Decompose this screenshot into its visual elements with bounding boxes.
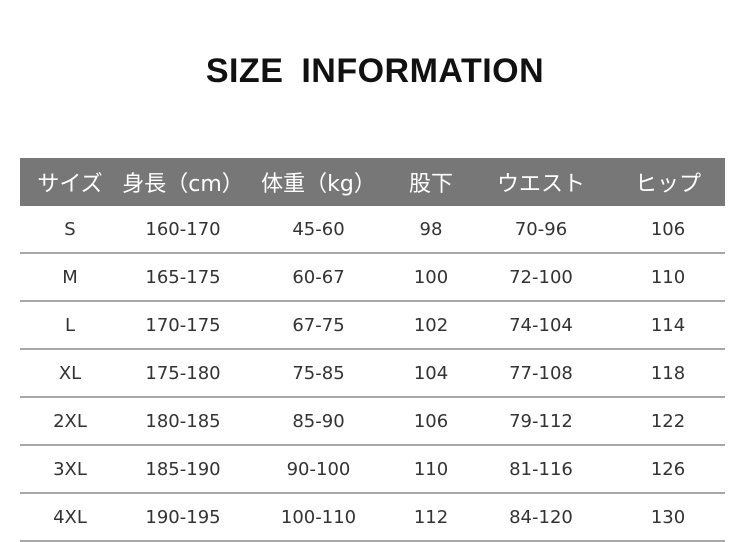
table-cell: 170-175 (145, 314, 221, 336)
table-cell: 114 (650, 314, 686, 336)
table-cell: 79-112 (509, 410, 573, 432)
table-row: XL 175-180 75-85 104 77-108 118 (20, 350, 725, 398)
table-cell: 45-60 (292, 218, 345, 240)
table-row: S 160-170 45-60 98 70-96 106 (20, 206, 725, 254)
table-cell: 118 (650, 362, 686, 384)
table-cell: 190-195 (145, 506, 221, 528)
table-cell: 160-170 (145, 218, 221, 240)
table-cell: S (64, 218, 76, 240)
table-cell: 75-85 (292, 362, 345, 384)
table-cell: 100 (413, 266, 449, 288)
table-cell: 106 (650, 218, 686, 240)
table-cell: 130 (650, 506, 686, 528)
table-cell: 110 (413, 458, 449, 480)
table-cell: 90-100 (286, 458, 351, 480)
table-row: 4XL 190-195 100-110 112 84-120 130 (20, 494, 725, 542)
column-header: ヒップ (634, 172, 701, 197)
table-cell: L (64, 314, 76, 336)
table-cell: 72-100 (509, 266, 573, 288)
column-header: ウエスト (496, 172, 585, 197)
table-cell: 77-108 (509, 362, 573, 384)
table-row: 3XL 185-190 90-100 110 81-116 126 (20, 446, 725, 494)
table-cell: 104 (413, 362, 449, 384)
table-cell: 3XL (53, 458, 87, 480)
table-cell: 98 (419, 218, 443, 240)
table-cell: 112 (413, 506, 449, 528)
table-header: サイズ 身長（cm） 体重（kg） 股下 ウエスト ヒップ (20, 158, 725, 206)
table-cell: 110 (650, 266, 686, 288)
table-cell: 74-104 (509, 314, 573, 336)
table-cell: 106 (413, 410, 449, 432)
table-row: L 170-175 67-75 102 74-104 114 (20, 302, 725, 350)
table-row: 2XL 180-185 85-90 106 79-112 122 (20, 398, 725, 446)
size-table: サイズ 身長（cm） 体重（kg） 股下 ウエスト ヒップ S 160-170 45-60 98… (20, 158, 725, 542)
table-cell: 126 (650, 458, 686, 480)
table-cell: XL (58, 362, 82, 384)
table-cell: 185-190 (145, 458, 221, 480)
column-header: サイズ (37, 172, 103, 197)
table-cell: 81-116 (509, 458, 573, 480)
column-header: 股下 (408, 172, 453, 197)
column-header: 体重（kg） (261, 172, 376, 197)
table-cell: 165-175 (145, 266, 221, 288)
page-title: SIZE INFORMATION (205, 52, 545, 90)
table-cell: 4XL (53, 506, 87, 528)
table-cell: 70-96 (514, 218, 568, 240)
table-cell: 67-75 (292, 314, 345, 336)
table-cell: 2XL (53, 410, 87, 432)
table-cell: 100-110 (280, 506, 357, 528)
table-cell: 175-180 (145, 362, 221, 384)
table-cell: 84-120 (509, 506, 573, 528)
table-cell: 102 (413, 314, 449, 336)
table-cell: 122 (650, 410, 686, 432)
column-header: 身長（cm） (122, 172, 244, 197)
table-cell: M (62, 266, 78, 288)
table-row: M 165-175 60-67 100 72-100 110 (20, 254, 725, 302)
table-cell: 60-67 (292, 266, 345, 288)
table-cell: 180-185 (145, 410, 221, 432)
table-cell: 85-90 (292, 410, 345, 432)
